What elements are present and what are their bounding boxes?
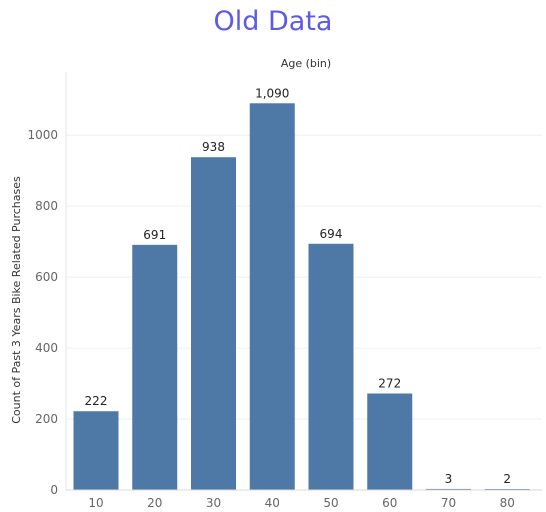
x-tick-label: 10: [88, 496, 103, 510]
x-tick-label: 60: [382, 496, 397, 510]
bars: 222 691 938 1,090 694 272 3 2: [73, 86, 530, 490]
y-tick-label: 600: [35, 270, 58, 284]
bar-60: [367, 393, 413, 490]
bar-70: [426, 488, 471, 490]
data-label-20: 691: [143, 228, 166, 242]
chart-title: Old Data: [213, 6, 333, 37]
bar-50: [308, 243, 354, 490]
bar-30: [191, 157, 236, 490]
y-tick-label: 800: [35, 199, 58, 213]
x-tick-label: 40: [265, 496, 280, 510]
y-axis-label: Count of Past 3 Years Bike Related Purch…: [10, 176, 23, 424]
y-axis-ticks: 0 200 400 600 800 1000: [27, 128, 58, 497]
data-label-70: 3: [445, 472, 453, 486]
x-tick-label: 80: [500, 496, 515, 510]
bar-10: [73, 411, 119, 490]
data-label-40: 1,090: [255, 86, 289, 100]
x-tick-label: 20: [147, 496, 162, 510]
data-label-80: 2: [503, 472, 511, 486]
bar-40: [249, 103, 295, 490]
x-tick-label: 50: [323, 496, 338, 510]
x-axis-label: Age (bin): [281, 57, 331, 70]
data-label-30: 938: [202, 140, 225, 154]
y-tick-label: 200: [35, 412, 58, 426]
x-tick-label: 70: [441, 496, 456, 510]
x-axis-ticks: 10 20 30 40 50 60 70 80: [88, 496, 515, 510]
data-label-50: 694: [320, 227, 343, 241]
y-tick-label: 1000: [27, 128, 58, 142]
data-label-10: 222: [85, 394, 108, 408]
x-tick-label: 30: [206, 496, 221, 510]
y-tick-label: 0: [50, 483, 58, 497]
bar-20: [132, 244, 178, 490]
data-label-60: 272: [378, 376, 401, 390]
y-tick-label: 400: [35, 341, 58, 355]
